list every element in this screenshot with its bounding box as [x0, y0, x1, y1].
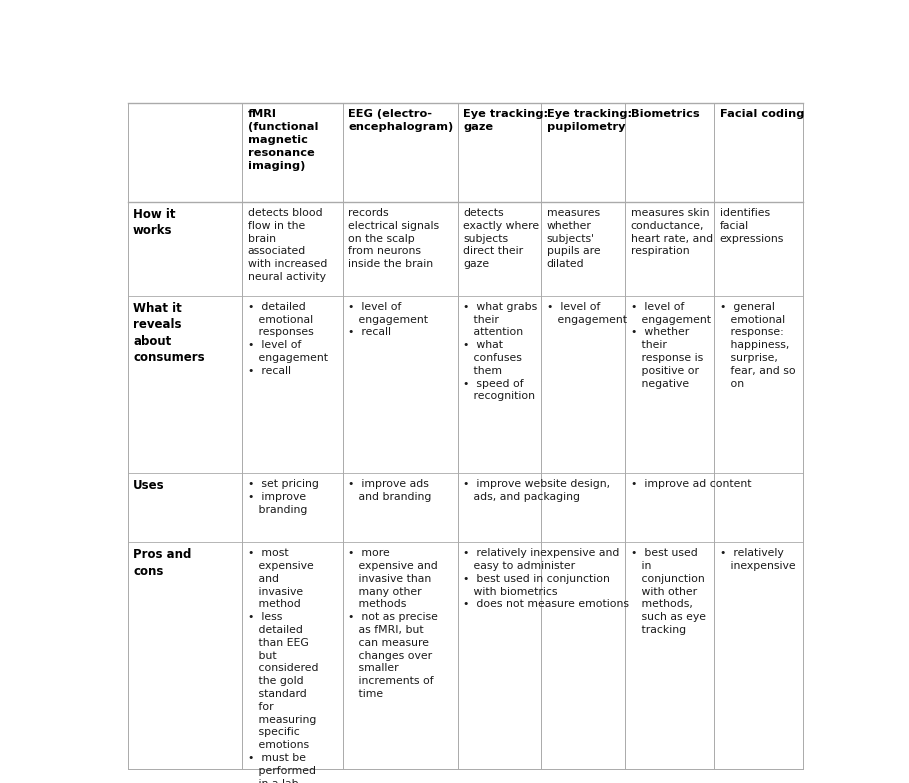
- Text: measures
whether
subjects'
pupils are
dilated: measures whether subjects' pupils are di…: [547, 208, 601, 269]
- Text: EEG (electro-
encephalogram): EEG (electro- encephalogram): [348, 110, 454, 132]
- Text: Eye tracking:
pupilometry: Eye tracking: pupilometry: [547, 110, 632, 132]
- Text: measures skin
conductance,
heart rate, and
respiration: measures skin conductance, heart rate, a…: [631, 208, 713, 256]
- Text: identifies
facial
expressions: identifies facial expressions: [720, 208, 784, 244]
- Text: •  level of
   engagement
•  whether
   their
   response is
   positive or
   n: • level of engagement • whether their re…: [631, 302, 711, 388]
- Text: detects
exactly where
subjects
direct their
gaze: detects exactly where subjects direct th…: [464, 208, 539, 269]
- Text: Uses: Uses: [133, 479, 165, 492]
- Text: •  improve website design,
   ads, and packaging: • improve website design, ads, and packa…: [464, 479, 610, 502]
- Text: •  what grabs
   their
   attention
•  what
   confuses
   them
•  speed of
   r: • what grabs their attention • what conf…: [464, 302, 537, 402]
- Text: •  best used
   in
   conjunction
   with other
   methods,
   such as eye
   tr: • best used in conjunction with other me…: [631, 548, 705, 635]
- Text: •  set pricing
•  improve
   branding: • set pricing • improve branding: [247, 479, 318, 514]
- Text: records
electrical signals
on the scalp
from neurons
inside the brain: records electrical signals on the scalp …: [348, 208, 440, 269]
- Text: •  improve ad content: • improve ad content: [631, 479, 751, 489]
- Text: •  relatively
   inexpensive: • relatively inexpensive: [720, 548, 795, 571]
- Text: •  most
   expensive
   and
   invasive
   method
•  less
   detailed
   than EE: • most expensive and invasive method • l…: [247, 548, 318, 783]
- Text: Facial coding: Facial coding: [720, 110, 804, 119]
- Text: Biometrics: Biometrics: [631, 110, 699, 119]
- Text: detects blood
flow in the
brain
associated
with increased
neural activity: detects blood flow in the brain associat…: [247, 208, 327, 282]
- Text: •  relatively inexpensive and
   easy to administer
•  best used in conjunction
: • relatively inexpensive and easy to adm…: [464, 548, 629, 609]
- Text: •  improve ads
   and branding: • improve ads and branding: [348, 479, 432, 502]
- Text: Eye tracking:
gaze: Eye tracking: gaze: [464, 110, 548, 132]
- Text: •  more
   expensive and
   invasive than
   many other
   methods
•  not as pre: • more expensive and invasive than many …: [348, 548, 438, 699]
- Text: What it
reveals
about
consumers: What it reveals about consumers: [133, 302, 205, 364]
- Text: •  detailed
   emotional
   responses
•  level of
   engagement
•  recall: • detailed emotional responses • level o…: [247, 302, 328, 376]
- Text: •  general
   emotional
   response:
   happiness,
   surprise,
   fear, and so
: • general emotional response: happiness,…: [720, 302, 795, 388]
- Text: fMRI
(functional
magnetic
resonance
imaging): fMRI (functional magnetic resonance imag…: [247, 110, 318, 171]
- Text: How it
works: How it works: [133, 208, 175, 237]
- Text: •  level of
   engagement: • level of engagement: [547, 302, 627, 325]
- Text: •  level of
   engagement
•  recall: • level of engagement • recall: [348, 302, 428, 337]
- Text: Pros and
cons: Pros and cons: [133, 548, 192, 578]
